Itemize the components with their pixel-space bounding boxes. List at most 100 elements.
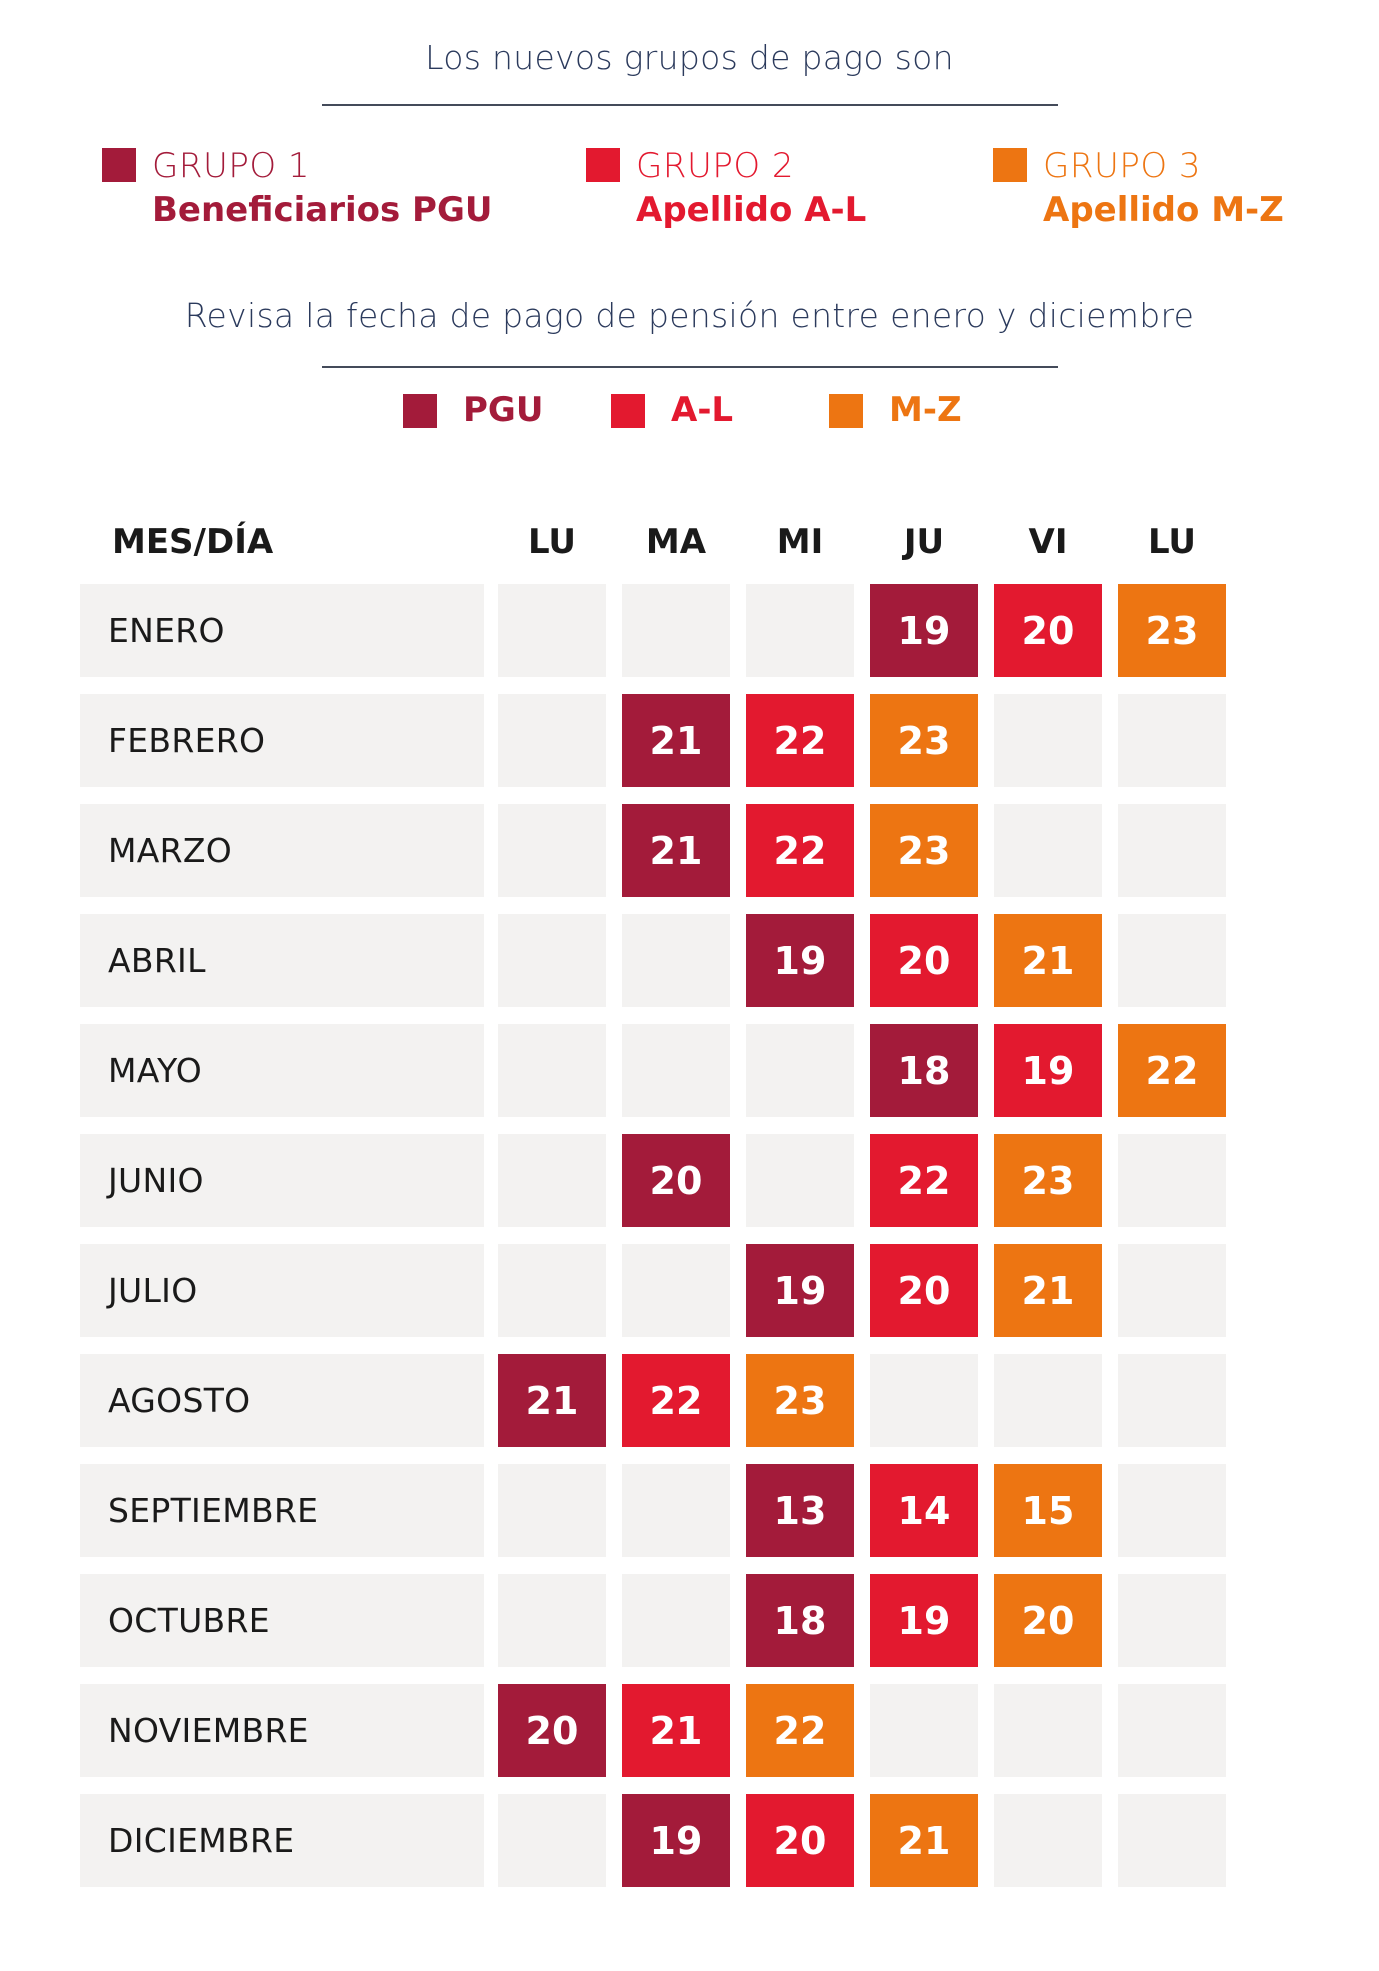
heading-schedule: Revisa la fecha de pago de pensión entre… — [184, 296, 1195, 335]
payment-day-cell: 15 — [994, 1464, 1102, 1557]
payment-day-cell: 21 — [622, 804, 730, 897]
payment-day-cell: 22 — [1118, 1024, 1226, 1117]
payment-day-cell: 21 — [622, 694, 730, 787]
payment-day-cell: 23 — [870, 804, 978, 897]
group-2-desc: Apellido A-L — [636, 190, 867, 230]
empty-day-cell — [622, 914, 730, 1007]
payment-day-cell: 18 — [870, 1024, 978, 1117]
group-2-swatch — [586, 148, 620, 182]
payment-day-cell: 22 — [622, 1354, 730, 1447]
payment-day-cell: 21 — [994, 1244, 1102, 1337]
payment-day-cell: 20 — [870, 1244, 978, 1337]
month-cell-agosto: AGOSTO — [80, 1354, 484, 1447]
legend-pgu-label: PGU — [463, 390, 544, 430]
month-cell-julio: JULIO — [80, 1244, 484, 1337]
empty-day-cell — [994, 694, 1102, 787]
day-header-3: JU — [903, 522, 945, 562]
payment-day-cell: 23 — [870, 694, 978, 787]
day-header-2: MI — [776, 522, 824, 562]
payment-day-cell: 20 — [622, 1134, 730, 1227]
legend-al-label: A-L — [671, 390, 734, 430]
legend-mz-label: M-Z — [889, 390, 962, 430]
empty-day-cell — [498, 804, 606, 897]
empty-day-cell — [994, 1354, 1102, 1447]
empty-day-cell — [498, 1794, 606, 1887]
empty-day-cell — [622, 1024, 730, 1117]
payment-day-cell: 20 — [498, 1684, 606, 1777]
empty-day-cell — [1118, 1134, 1226, 1227]
empty-day-cell — [498, 1024, 606, 1117]
payment-day-cell: 19 — [746, 1244, 854, 1337]
month-cell-octubre: OCTUBRE — [80, 1574, 484, 1667]
divider-top — [322, 104, 1058, 106]
empty-day-cell — [746, 1024, 854, 1117]
payment-day-cell: 23 — [1118, 584, 1226, 677]
month-cell-enero: ENERO — [80, 584, 484, 677]
payment-day-cell: 19 — [994, 1024, 1102, 1117]
payment-day-cell: 14 — [870, 1464, 978, 1557]
empty-day-cell — [746, 584, 854, 677]
table-header-month: MES/DÍA — [112, 522, 274, 562]
payment-day-cell: 19 — [746, 914, 854, 1007]
empty-day-cell — [870, 1684, 978, 1777]
group-3-swatch — [993, 148, 1027, 182]
empty-day-cell — [1118, 1684, 1226, 1777]
empty-day-cell — [1118, 1354, 1226, 1447]
group-3-name: GRUPO 3 — [1043, 146, 1202, 186]
empty-day-cell — [1118, 1574, 1226, 1667]
month-cell-febrero: FEBRERO — [80, 694, 484, 787]
empty-day-cell — [1118, 1244, 1226, 1337]
day-header-0: LU — [527, 522, 577, 562]
empty-day-cell — [746, 1134, 854, 1227]
empty-day-cell — [1118, 694, 1226, 787]
empty-day-cell — [498, 1134, 606, 1227]
group-2-name: GRUPO 2 — [636, 146, 795, 186]
payment-day-cell: 23 — [746, 1354, 854, 1447]
heading-groups: Los nuevos grupos de pago son — [425, 38, 954, 77]
payment-day-cell: 19 — [622, 1794, 730, 1887]
payment-day-cell: 22 — [870, 1134, 978, 1227]
empty-day-cell — [1118, 804, 1226, 897]
month-cell-diciembre: DICIEMBRE — [80, 1794, 484, 1887]
day-header-4: VI — [1028, 522, 1068, 562]
payment-day-cell: 20 — [870, 914, 978, 1007]
empty-day-cell — [622, 584, 730, 677]
empty-day-cell — [498, 694, 606, 787]
payment-day-cell: 22 — [746, 804, 854, 897]
empty-day-cell — [498, 914, 606, 1007]
payment-day-cell: 23 — [994, 1134, 1102, 1227]
payment-day-cell: 22 — [746, 1684, 854, 1777]
payment-day-cell: 20 — [994, 584, 1102, 677]
month-cell-mayo: MAYO — [80, 1024, 484, 1117]
empty-day-cell — [1118, 1464, 1226, 1557]
month-cell-abril: ABRIL — [80, 914, 484, 1007]
empty-day-cell — [1118, 914, 1226, 1007]
empty-day-cell — [994, 1684, 1102, 1777]
empty-day-cell — [498, 1244, 606, 1337]
payment-day-cell: 18 — [746, 1574, 854, 1667]
month-cell-junio: JUNIO — [80, 1134, 484, 1227]
legend-al-swatch — [611, 394, 645, 428]
month-cell-noviembre: NOVIEMBRE — [80, 1684, 484, 1777]
empty-day-cell — [994, 804, 1102, 897]
month-cell-marzo: MARZO — [80, 804, 484, 897]
payment-day-cell: 21 — [622, 1684, 730, 1777]
empty-day-cell — [994, 1794, 1102, 1887]
payment-day-cell: 22 — [746, 694, 854, 787]
divider-bottom — [322, 366, 1058, 368]
month-cell-septiembre: SEPTIEMBRE — [80, 1464, 484, 1557]
empty-day-cell — [622, 1574, 730, 1667]
payment-day-cell: 13 — [746, 1464, 854, 1557]
empty-day-cell — [1118, 1794, 1226, 1887]
group-1-swatch — [102, 148, 136, 182]
payment-day-cell: 21 — [994, 914, 1102, 1007]
empty-day-cell — [870, 1354, 978, 1447]
legend-pgu-swatch — [403, 394, 437, 428]
group-3-desc: Apellido M-Z — [1043, 190, 1284, 230]
legend-mz-swatch — [829, 394, 863, 428]
day-header-1: MA — [645, 522, 707, 562]
payment-day-cell: 19 — [870, 1574, 978, 1667]
empty-day-cell — [622, 1244, 730, 1337]
payment-day-cell: 21 — [498, 1354, 606, 1447]
empty-day-cell — [498, 1464, 606, 1557]
